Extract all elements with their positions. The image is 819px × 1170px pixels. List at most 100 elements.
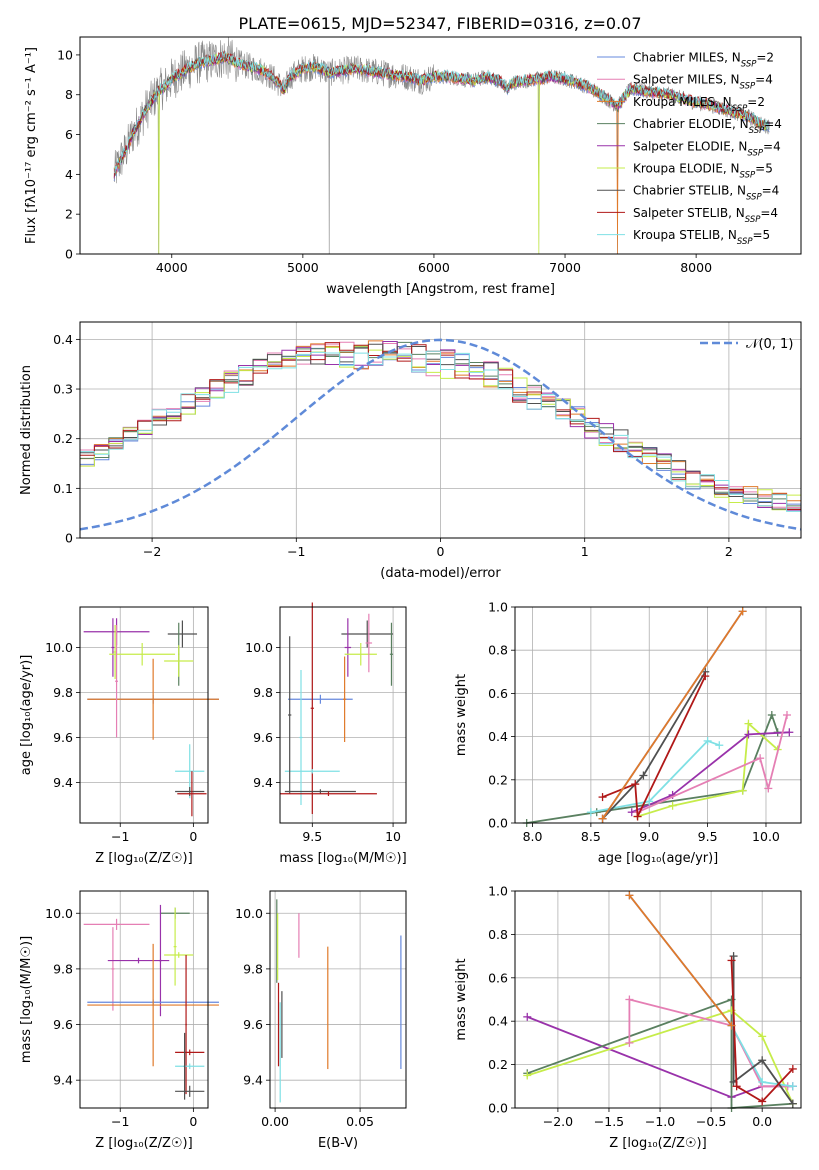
mass-weight-series <box>598 607 747 823</box>
plus-marker <box>633 812 642 821</box>
y-tick-label: 9.8 <box>53 685 73 700</box>
errorbar-point <box>87 658 219 740</box>
x-axis-label: Z [log₁₀(Z/Z☉)] <box>609 1136 706 1151</box>
y-tick-label: 0 <box>65 247 73 262</box>
model-spectrum-line <box>113 52 770 175</box>
y-tick-label: 0.8 <box>488 927 508 942</box>
x-tick-label: 8.0 <box>523 829 543 844</box>
x-tick-label: 0 <box>189 829 197 844</box>
plus-marker <box>758 1056 767 1065</box>
y-tick-label: 0 <box>65 531 73 546</box>
y-axis-label: mass weight <box>454 674 469 756</box>
plus-marker <box>738 786 747 795</box>
mass-weight-series <box>598 672 710 821</box>
residuals-panel: −2 −1 0 1 2 0 0.1 0.2 0.3 0.4 (data-model)/error No… <box>19 321 802 581</box>
plus-marker <box>625 995 634 1004</box>
x-tick-label: −1 <box>111 1114 129 1129</box>
x-tick-label: −1 <box>287 544 305 559</box>
legend-entry: Chabrier STELIB, NSSP=4 <box>633 184 779 203</box>
plus-marker <box>727 956 736 965</box>
errorbar-point <box>299 670 303 805</box>
plus-marker <box>788 1099 797 1108</box>
plus-marker <box>788 1064 797 1073</box>
y-tick-label: 9.8 <box>243 961 263 976</box>
y-tick-label: 0.6 <box>488 970 508 985</box>
series-line <box>730 960 794 1103</box>
y-tick-label: 0.2 <box>488 1057 508 1072</box>
mass-weight-series <box>522 711 782 827</box>
plus-marker <box>523 1012 532 1021</box>
mass-weight-series <box>729 952 797 1108</box>
age-vs-mass-panel: 9.5 10 9.4 9.6 9.8 10.0 mass [log₁₀(M/M☉)] <box>245 602 407 866</box>
residual-histogram <box>80 350 801 512</box>
x-axis-label: E(B-V) <box>318 1136 358 1151</box>
y-tick-label: 9.4 <box>243 1073 263 1088</box>
errorbar-point <box>343 656 347 742</box>
mass-weight-series <box>627 728 794 817</box>
errorbar-point <box>344 643 377 666</box>
x-axis-label: (data-model)/error <box>380 566 501 581</box>
x-tick-label: −2 <box>143 544 161 559</box>
legend-entry: Kroupa STELIB, NSSP=5 <box>633 228 770 247</box>
legend-entry: Chabrier MILES, NSSP=2 <box>633 51 774 70</box>
plus-marker <box>764 784 773 793</box>
mass-weight-series <box>625 995 792 1091</box>
errorbar-point <box>185 954 187 1095</box>
y-tick-label: 0.4 <box>488 1014 508 1029</box>
plus-marker <box>785 728 794 737</box>
plus-marker <box>758 1097 767 1106</box>
x-tick-label: 1 <box>581 544 589 559</box>
legend-entry: Kroupa MILES, NSSP=2 <box>633 95 765 114</box>
errorbar-point <box>173 907 177 986</box>
residual-histogram <box>80 345 801 511</box>
model-spectrum-line <box>114 50 770 174</box>
mass-weight-series <box>727 956 797 1106</box>
x-tick-label: 6000 <box>418 260 450 275</box>
plus-marker <box>625 891 634 900</box>
series-line <box>628 998 788 1088</box>
x-tick-label: 8.5 <box>581 829 601 844</box>
x-axis-label: wavelength [Angstrom, rest frame] <box>326 282 555 297</box>
x-tick-label: 8000 <box>680 260 712 275</box>
x-tick-label: 10.0 <box>752 829 780 844</box>
age-vs-Z-panel: −1 0 9.4 9.6 9.8 10.0 Z [log₁₀(Z/Z☉)] age [log₁… <box>19 606 219 866</box>
x-tick-label: −2.0 <box>543 1114 573 1129</box>
errorbar-point <box>280 791 377 796</box>
plus-marker <box>758 1077 767 1086</box>
plus-marker <box>729 952 738 961</box>
plus-marker <box>598 793 607 802</box>
errorbar-point <box>83 918 150 930</box>
y-tick-label: 0.4 <box>488 729 508 744</box>
x-axis-label: mass [log₁₀(M/M☉)] <box>279 851 406 866</box>
errorbar-point <box>177 771 207 817</box>
errorbar-point <box>158 904 162 1017</box>
series-line <box>526 712 779 824</box>
y-tick-label: 9.6 <box>253 730 273 745</box>
errorbar-point <box>164 952 194 958</box>
axes-frame <box>269 890 407 1109</box>
plus-marker <box>668 801 677 810</box>
y-axis-label: mass weight <box>454 958 469 1040</box>
x-tick-label: −1 <box>111 829 129 844</box>
errorbar-point <box>115 625 119 738</box>
y-tick-label: 0.4 <box>53 332 73 347</box>
y-tick-label: 1.0 <box>488 884 508 899</box>
y-tick-label: 9.6 <box>243 1017 263 1032</box>
plus-marker <box>782 711 791 719</box>
axes-frame <box>79 890 209 1109</box>
errorbar-point <box>175 1063 205 1070</box>
y-tick-label: 0.0 <box>488 1101 508 1116</box>
normal-reference-curve <box>79 338 802 531</box>
mass-vs-EBV-panel: 0.00 0.05 9.4 9.6 9.8 10.0 E(B-V) <box>235 890 407 1151</box>
series-line <box>628 894 733 1027</box>
errorbar-point <box>107 957 170 964</box>
axes-frame <box>79 606 209 824</box>
y-tick-label: 2 <box>65 207 73 222</box>
axes-frame <box>79 321 802 539</box>
x-axis-label: Z [log₁₀(Z/Z☉)] <box>95 1136 192 1151</box>
massweight-vs-Z-panel: −2.0 −1.5 −1.0 −0.5 0.0 0.0 0.2 0.4 0.6 0.8 1.0 Z [… <box>454 884 802 1151</box>
legend-entry: Salpeter ELODIE, NSSP=4 <box>633 139 781 158</box>
plus-marker <box>738 607 747 616</box>
errorbar-point <box>183 1032 186 1100</box>
plus-marker <box>732 1082 741 1091</box>
